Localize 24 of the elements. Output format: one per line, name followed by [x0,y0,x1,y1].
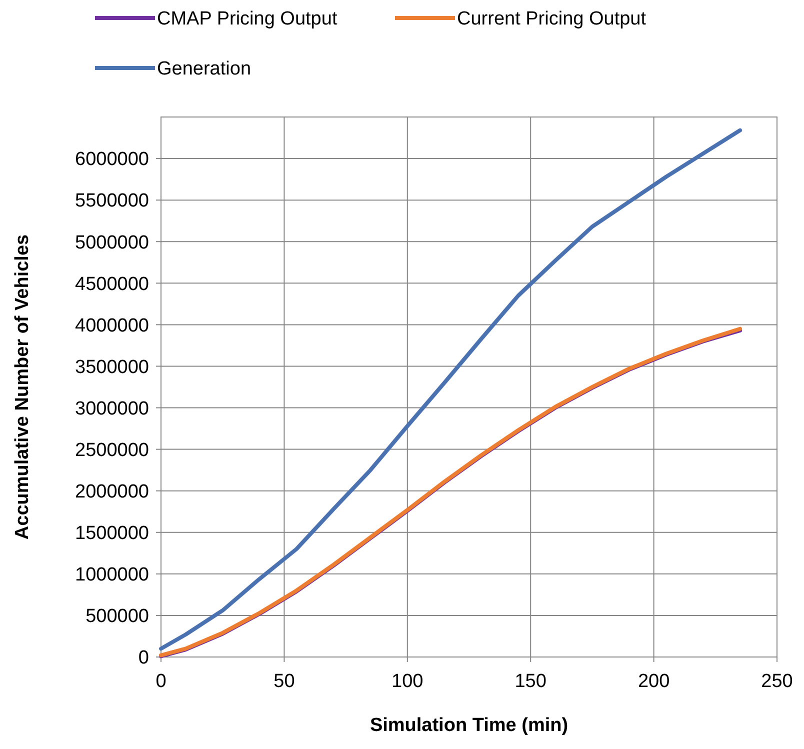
legend-label: CMAP Pricing Output [157,8,338,30]
y-tick-label: 4500000 [75,274,149,295]
x-tick-label: 150 [514,671,546,692]
x-tick-label: 0 [156,671,166,692]
y-tick-label: 2000000 [75,481,149,502]
y-tick-label: 5500000 [75,190,149,212]
y-tick-label: 0 [138,648,149,669]
x-tick-label: 50 [274,671,295,692]
y-tick-label: 4000000 [75,315,149,336]
y-tick-label: 2500000 [75,440,149,461]
y-tick-label: 3000000 [75,398,149,420]
y-tick-label: 1000000 [75,564,149,586]
y-tick-label: 500000 [86,606,149,628]
y-tick-label: 5000000 [75,232,149,254]
x-axis-title: Simulation Time (min) [370,715,568,736]
y-tick-label: 1500000 [75,523,149,544]
x-tick-label: 200 [638,671,670,692]
x-tick-label: 250 [761,671,793,692]
x-tick-label: 100 [392,671,424,692]
y-tick-label: 6000000 [75,149,149,170]
y-tick-label: 3500000 [75,356,149,378]
y-axis-title: Accumulative Number of Vehicles [12,234,33,540]
legend-label: Current Pricing Output [457,8,647,30]
legend-label: Generation [157,58,252,80]
